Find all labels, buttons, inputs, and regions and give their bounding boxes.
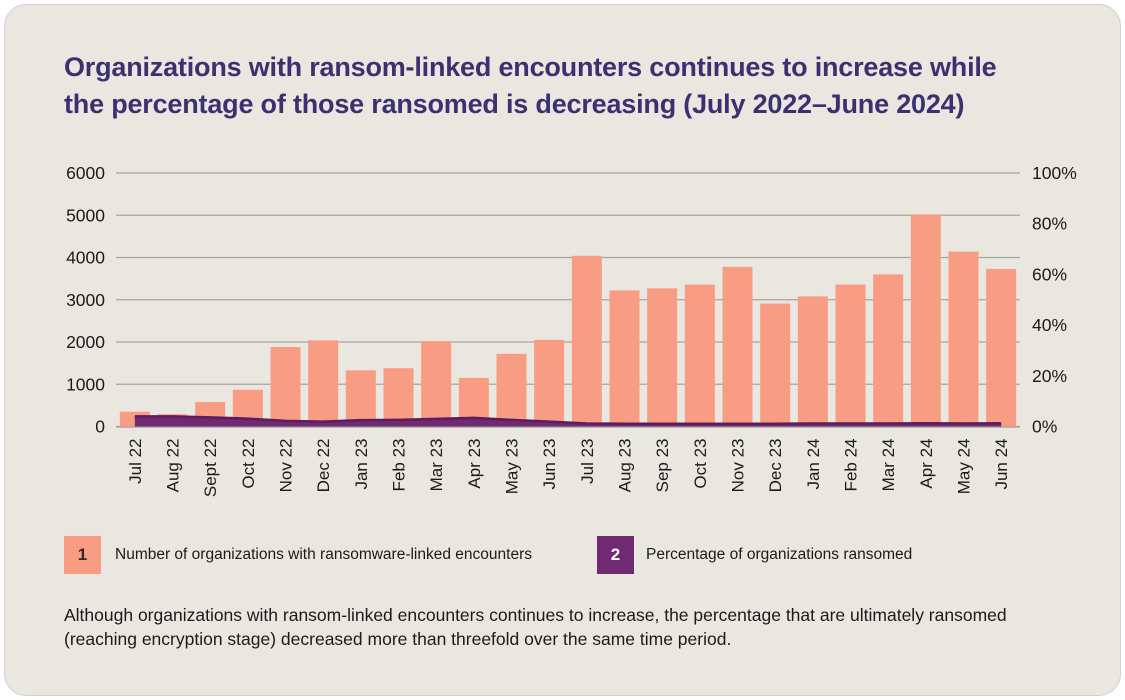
bar-dec-23 <box>760 303 791 427</box>
y-axis-tick-left: 1000 <box>66 374 105 394</box>
y-axis-tick-left: 0 <box>95 417 105 437</box>
x-label-apr-23: Apr 23 <box>465 439 484 489</box>
x-label-may-23: May 23 <box>503 439 522 495</box>
y-axis-tick-left: 3000 <box>66 290 105 310</box>
x-label-jun-23: Jun 23 <box>540 439 559 490</box>
bar-series <box>119 214 1017 427</box>
y-axis-tick-right: 40% <box>1032 315 1067 335</box>
y-axis-tick-left: 2000 <box>66 332 105 352</box>
bar-mar-24 <box>873 274 904 427</box>
bar-mar-23 <box>421 341 452 427</box>
chart-footnote: Although organizations with ransom-linke… <box>64 605 1007 649</box>
x-label-nov-22: Nov 22 <box>277 439 296 493</box>
y-axis-tick-right: 100% <box>1032 163 1077 183</box>
bar-aug-23 <box>609 290 640 427</box>
x-label-dec-23: Dec 23 <box>766 439 785 493</box>
x-label-jan-23: Jan 23 <box>352 439 371 490</box>
x-label-feb-23: Feb 23 <box>390 439 409 492</box>
gridlines <box>116 172 1020 428</box>
x-label-sept-22: Sept 22 <box>201 439 220 498</box>
y-axis-right: 0% 20% 40% 60% 80% 100% <box>1032 163 1077 437</box>
bar-jan-23 <box>345 370 376 427</box>
x-label-mar-24: Mar 24 <box>879 439 898 492</box>
y-axis-tick-right: 0% <box>1032 417 1057 437</box>
x-label-sep-23: Sep 23 <box>653 439 672 493</box>
chart-card: Organizations with ransom-linked encount… <box>4 4 1121 696</box>
chart-title: Organizations with ransom-linked encount… <box>64 49 1076 123</box>
bar-apr-24 <box>910 214 941 427</box>
x-axis-labels: Jul 22 Aug 22 Sept 22 Oct 22 Nov 22 Dec 22 Jan… <box>126 439 1011 498</box>
bar-dec-22 <box>308 340 339 427</box>
x-label-jul-22: Jul 22 <box>126 439 145 484</box>
x-label-nov-23: Nov 23 <box>729 439 748 493</box>
x-label-feb-24: Feb 24 <box>842 439 861 492</box>
bar-feb-23 <box>383 368 414 427</box>
x-label-may-24: May 24 <box>955 439 974 495</box>
y-axis-tick-right: 20% <box>1032 366 1067 386</box>
bar-jun-24 <box>986 268 1017 427</box>
x-label-aug-23: Aug 23 <box>616 439 635 493</box>
legend-swatch-encounters: 1 <box>64 536 101 574</box>
bar-jul-23 <box>571 255 602 427</box>
x-label-jun-24: Jun 24 <box>992 439 1011 490</box>
chart-legend: 1 Number of organizations with ransomwar… <box>5 536 1120 574</box>
x-label-aug-22: Aug 22 <box>164 439 183 493</box>
legend-item-encounters: 1 Number of organizations with ransomwar… <box>64 536 532 574</box>
x-label-jul-23: Jul 23 <box>578 439 597 484</box>
bar-oct-23 <box>684 284 715 427</box>
bar-nov-23 <box>722 266 753 427</box>
bar-sep-23 <box>647 288 678 427</box>
bar-feb-24 <box>835 284 866 427</box>
y-axis-tick-left: 4000 <box>66 248 105 268</box>
ransomed-percentage-line <box>134 415 1002 425</box>
y-axis-tick-left: 5000 <box>66 205 105 225</box>
legend-item-ransomed: 2 Percentage of organizations ransomed <box>597 536 912 574</box>
x-label-jan-24: Jan 24 <box>804 439 823 490</box>
x-label-oct-22: Oct 22 <box>239 439 258 489</box>
bar-may-24 <box>948 251 979 427</box>
bar-nov-22 <box>270 347 301 427</box>
x-label-dec-22: Dec 22 <box>314 439 333 493</box>
bar-jun-23 <box>534 339 565 427</box>
y-axis-tick-right: 80% <box>1032 214 1067 234</box>
y-axis-tick-right: 60% <box>1032 264 1067 284</box>
legend-swatch-ransomed: 2 <box>597 536 634 574</box>
ransomware-encounters-chart: 0 1000 2000 3000 4000 5000 6000 0% 20% 40% 60% 80% 1… <box>66 163 1077 498</box>
x-label-apr-24: Apr 24 <box>917 439 936 489</box>
chart-title-line1: Organizations with ransom-linked encount… <box>64 52 997 82</box>
chart-title-line2: the percentage of those ransomed is decr… <box>64 89 965 119</box>
legend-label-encounters: Number of organizations with ransomware-… <box>115 546 532 563</box>
bar-jan-24 <box>797 296 828 427</box>
y-axis-left: 0 1000 2000 3000 4000 5000 6000 <box>66 163 105 437</box>
bar-may-23 <box>496 353 527 427</box>
x-label-oct-23: Oct 23 <box>691 439 710 489</box>
x-label-mar-23: Mar 23 <box>427 439 446 492</box>
y-axis-tick-left: 6000 <box>66 163 105 183</box>
legend-label-ransomed: Percentage of organizations ransomed <box>646 546 913 563</box>
